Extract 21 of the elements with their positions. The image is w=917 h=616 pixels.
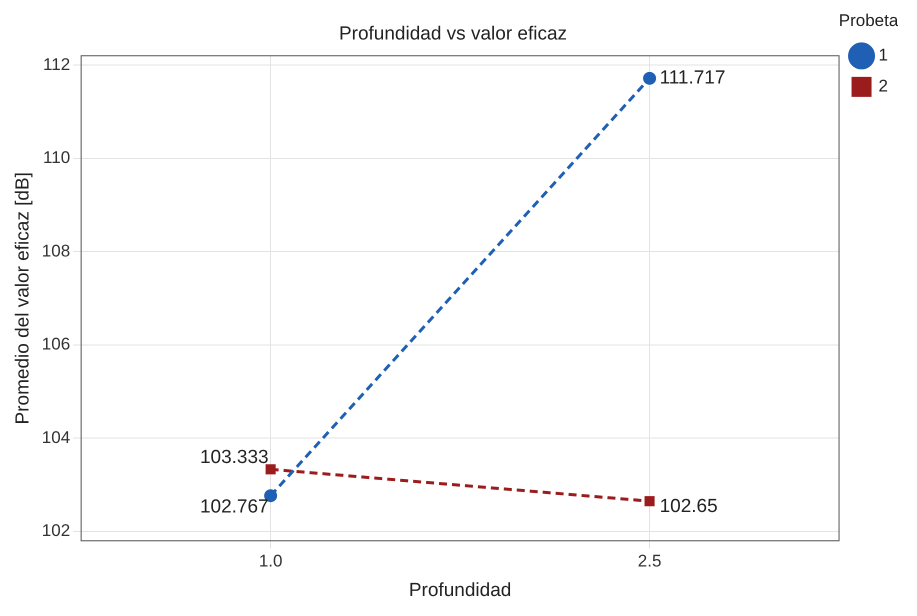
y-tick-label: 112 <box>43 54 70 74</box>
point <box>643 72 656 85</box>
legend-label: 2 <box>878 76 888 96</box>
point <box>266 464 276 474</box>
y-tick-label: 102 <box>42 521 70 540</box>
chart-title: Profundidad vs valor eficaz <box>338 24 568 45</box>
y-tick-label: 104 <box>42 428 70 447</box>
x-tick-label: 1.0 <box>258 552 282 571</box>
data-label: 102.65 <box>660 496 718 517</box>
data-label: 103.333 <box>200 447 269 468</box>
x-tick-label: 2.5 <box>638 552 662 571</box>
point <box>644 496 655 506</box>
x-axis-title: Profundidad <box>408 580 512 601</box>
data-label: 111.717 <box>660 68 726 89</box>
legend-label: 1 <box>878 46 888 65</box>
legend-title: Probeta <box>838 11 899 30</box>
y-tick-label: 110 <box>43 148 70 168</box>
y-axis-title: Promedio del valor eficaz [dB] <box>12 172 34 425</box>
y-tick-label: 108 <box>42 241 70 260</box>
y-tick-label: 106 <box>42 334 70 354</box>
data-label: 102.767 <box>200 496 269 518</box>
